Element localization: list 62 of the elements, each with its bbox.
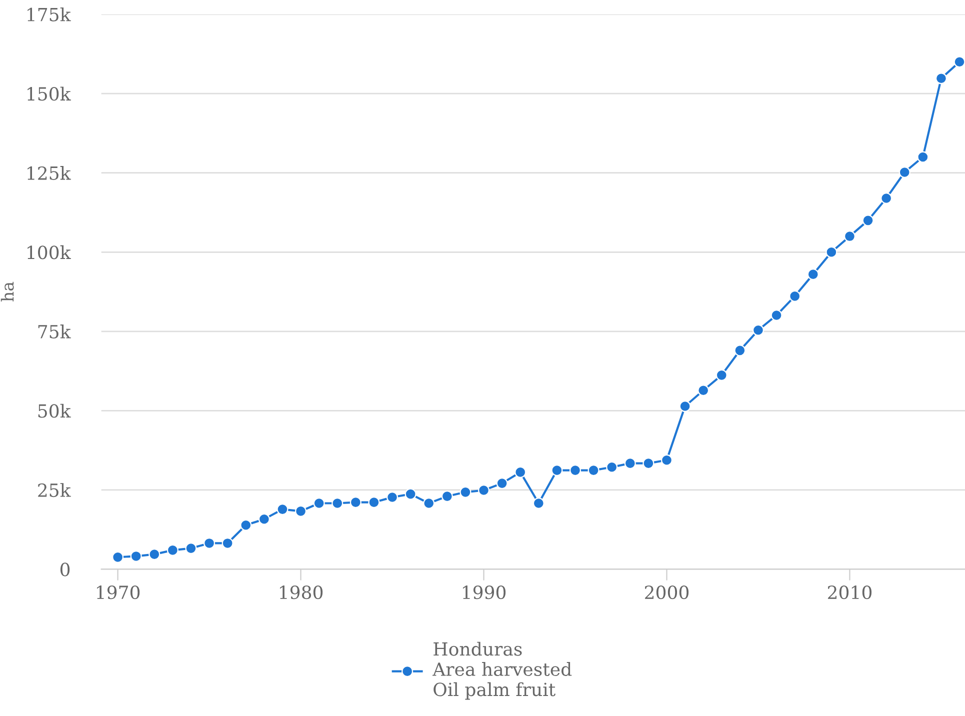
point <box>606 461 618 473</box>
point <box>624 458 636 470</box>
point <box>130 550 142 562</box>
point <box>826 246 838 258</box>
point <box>898 166 910 178</box>
point <box>185 542 197 554</box>
point <box>679 400 691 412</box>
y-tick-label: 125k <box>28 166 71 180</box>
x-tick-label: 1980 <box>280 586 323 600</box>
y-axis-title: ha <box>0 282 14 302</box>
y-tick-label: 175k <box>28 7 71 22</box>
y-tick-label: 100k <box>28 245 71 260</box>
point <box>404 488 416 500</box>
point <box>514 466 526 478</box>
point <box>166 544 178 556</box>
x-tick-label: 2010 <box>828 586 872 600</box>
point <box>258 513 270 525</box>
point <box>935 72 947 84</box>
point <box>295 505 307 517</box>
x-tick-label: 1990 <box>462 586 506 600</box>
point <box>917 151 929 163</box>
y-tick-label: 25k <box>38 483 71 498</box>
point <box>222 537 234 549</box>
x-tick-label: 2000 <box>644 586 689 600</box>
y-tick-label: 150k <box>28 86 71 101</box>
point <box>350 496 362 508</box>
x-tick-label: 1970 <box>97 586 140 600</box>
point <box>386 491 398 504</box>
point <box>478 484 490 496</box>
point <box>569 464 582 476</box>
point <box>368 496 380 508</box>
point <box>112 551 124 563</box>
point <box>844 230 856 242</box>
point <box>734 344 746 356</box>
y-tick-label: 0 <box>60 562 70 576</box>
point <box>770 309 782 321</box>
point <box>954 56 965 68</box>
point <box>532 498 544 510</box>
point <box>880 192 892 204</box>
y-tick-label: 50k <box>38 404 71 418</box>
point <box>789 290 801 302</box>
point <box>332 498 344 510</box>
point <box>752 324 764 336</box>
point <box>642 458 654 470</box>
point <box>313 498 325 510</box>
point <box>460 486 472 498</box>
point <box>148 548 160 560</box>
legend-label: Honduras Area harvested Oil palm fruit <box>432 642 572 700</box>
point <box>716 369 728 381</box>
point <box>698 384 710 396</box>
point <box>423 498 435 510</box>
point <box>441 490 453 502</box>
point <box>862 214 874 226</box>
point <box>240 519 252 531</box>
y-tick-label: 75k <box>38 324 71 339</box>
point <box>496 478 508 490</box>
point <box>204 537 216 549</box>
point <box>807 268 819 280</box>
point <box>276 504 288 516</box>
point <box>660 454 672 466</box>
point <box>588 464 600 476</box>
point <box>551 464 563 476</box>
